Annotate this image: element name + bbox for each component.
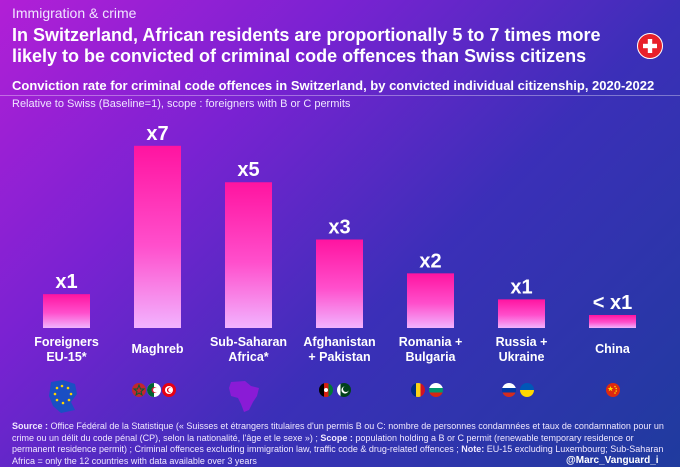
- data-label-6: x1: [510, 276, 532, 298]
- bar-7: [589, 314, 636, 328]
- note-text: EU-15 excluding Luxembourg; Sub-Saharan …: [12, 444, 664, 466]
- swiss-flag-icon: [637, 33, 663, 59]
- russia-ukraine-flags-icon: [502, 383, 534, 397]
- bar-3: [225, 182, 272, 328]
- category-label-3: Sub-Saharan Africa*: [210, 335, 287, 364]
- flag-row: [0, 376, 680, 416]
- data-label-2: x7: [146, 123, 168, 145]
- category-label-5: Romania + Bulgaria: [399, 335, 463, 364]
- eu-flag-icon: [49, 380, 77, 413]
- data-label-7: < x1: [593, 292, 632, 314]
- scope-label: Scope :: [320, 432, 353, 443]
- africa-map-icon: [229, 381, 259, 412]
- source-text: Office Fédéral de la Statistique (« Suis…: [12, 421, 664, 443]
- data-label-4: x3: [328, 217, 350, 239]
- kicker: Immigration & crime: [12, 5, 137, 21]
- bar-chart: x1 Foreigners EU-15* x7 Maghreb x5 Sub-Saharan…: [34, 123, 636, 364]
- china-flag-icon: [606, 383, 620, 397]
- category-label-1: Foreigners EU-15*: [34, 335, 99, 364]
- category-label-6: Russia + Ukraine: [496, 335, 548, 364]
- chart-subtitle: Conviction rate for criminal code offenc…: [12, 78, 655, 93]
- category-label-2: Maghreb: [131, 342, 183, 356]
- page-title: In Switzerland, African residents are pr…: [12, 25, 601, 66]
- divider: [0, 95, 680, 96]
- author-credit: @Marc_Vanguard_i: [566, 455, 659, 466]
- scope-text: population holding a B or C permit (rene…: [12, 432, 634, 455]
- data-label-3: x5: [237, 159, 259, 181]
- bar-2: [134, 145, 181, 328]
- note-label: Note:: [461, 444, 485, 454]
- category-label-7: China: [595, 342, 631, 356]
- afghanistan-pakistan-flags-icon: [319, 383, 351, 397]
- data-label-1: x1: [55, 271, 77, 293]
- source-label: Source :: [12, 421, 49, 431]
- data-label-5: x2: [419, 250, 441, 272]
- bar-6: [498, 299, 545, 328]
- category-label-4: Afghanistan + Pakistan: [303, 335, 375, 364]
- maghreb-flags-icon: [132, 383, 176, 397]
- romania-bulgaria-flags-icon: [411, 383, 443, 397]
- bar-1: [43, 294, 90, 328]
- chart-note: Relative to Swiss (Baseline=1), scope : …: [12, 98, 351, 110]
- bar-5: [407, 273, 454, 328]
- bar-4: [316, 239, 363, 328]
- source-note: Source : Office Fédéral de la Statistiqu…: [12, 421, 677, 467]
